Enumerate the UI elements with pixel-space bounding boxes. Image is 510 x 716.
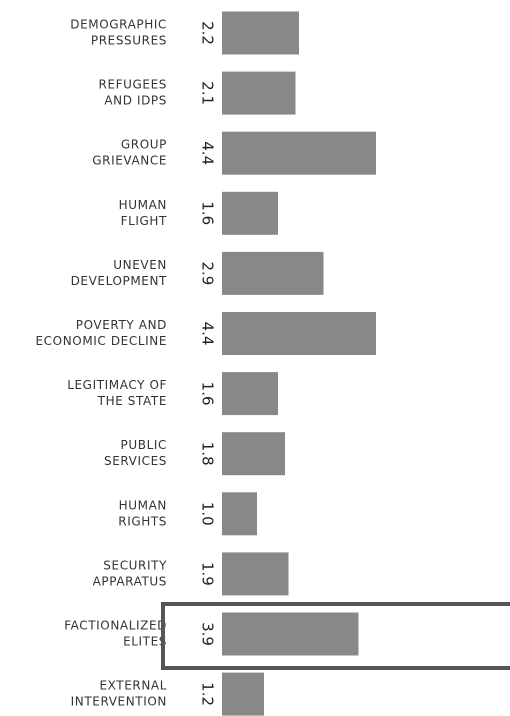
category-label: EXTERNAL [99, 679, 167, 693]
value-label: 1.8 [199, 442, 217, 466]
value-label: 2.1 [199, 81, 217, 105]
category-label: ELITES [123, 635, 167, 649]
category-label: SECURITY [103, 558, 167, 572]
category-label: GRIEVANCE [92, 154, 167, 168]
bar [222, 71, 296, 115]
category-label: FACTIONALIZED [64, 619, 167, 633]
category-label: GROUP [121, 138, 167, 152]
category-label: AND IDPS [104, 94, 167, 108]
bar [222, 492, 257, 536]
value-label: 2.9 [199, 261, 217, 285]
bar [222, 11, 299, 55]
value-label: 1.9 [199, 562, 217, 586]
value-label: 1.6 [199, 382, 217, 406]
value-label: 2.2 [199, 21, 217, 45]
bar [222, 432, 285, 476]
highlight-box [161, 602, 510, 670]
category-label: RIGHTS [118, 514, 167, 528]
bar [222, 552, 289, 596]
category-label: HUMAN [119, 198, 167, 212]
category-label: FLIGHT [121, 214, 167, 228]
bar [222, 312, 376, 355]
category-label: SERVICES [104, 454, 167, 468]
value-label: 1.0 [199, 502, 217, 526]
bar [222, 672, 264, 716]
value-label: 1.6 [199, 201, 217, 225]
category-label: REFUGEES [99, 78, 168, 92]
category-label: APPARATUS [93, 574, 167, 588]
bar [222, 372, 278, 416]
bar [222, 191, 278, 235]
category-label: LEGITIMACY OF [67, 378, 167, 392]
value-label: 4.4 [199, 322, 217, 346]
value-label: 4.4 [199, 141, 217, 165]
value-label: 3.9 [199, 622, 217, 646]
category-label: INTERVENTION [71, 695, 167, 709]
category-label: THE STATE [97, 394, 167, 408]
category-label: POVERTY AND [76, 318, 167, 332]
plot: DEMOGRAPHIC PRESSURES 2.2 REFUGEES AND IDPS 2… [36, 11, 376, 716]
category-label: DEVELOPMENT [71, 274, 167, 288]
category-label: PUBLIC [121, 438, 167, 452]
bar [222, 612, 359, 656]
value-label: 1.2 [199, 682, 217, 706]
bar [222, 131, 376, 175]
category-label: PRESSURES [91, 34, 167, 48]
bar [222, 251, 324, 295]
category-label: ECONOMIC DECLINE [36, 334, 168, 348]
category-label: HUMAN [119, 498, 167, 512]
category-label: DEMOGRAPHIC [70, 18, 167, 32]
category-label: UNEVEN [113, 258, 167, 272]
